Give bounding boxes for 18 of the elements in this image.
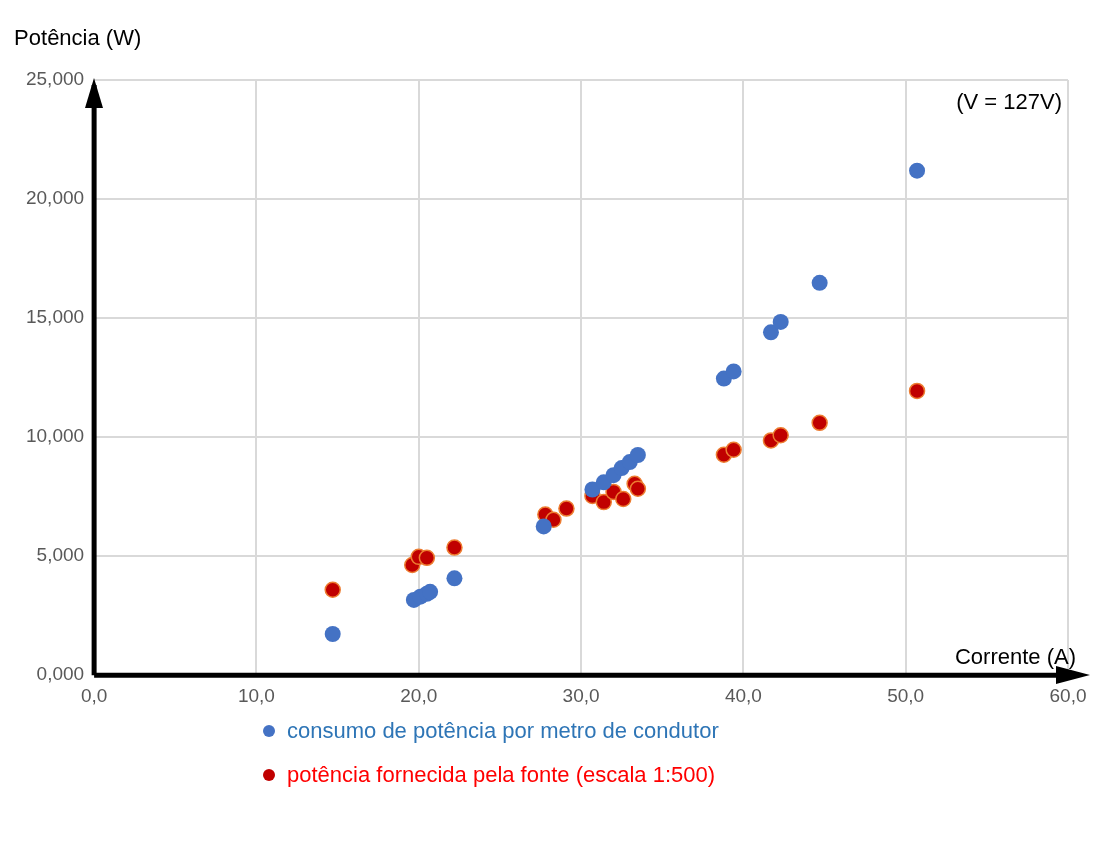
y-tick-label: 20,000 [25, 187, 85, 209]
x-tick-label: 0,0 [80, 684, 108, 706]
y-tick-label: 0,000 [36, 663, 85, 685]
legend-label: consumo de potência por metro de condutor [287, 718, 719, 744]
x-tick-label: 50,0 [887, 684, 925, 706]
x-axis-title: Corrente (A) [954, 644, 1076, 670]
x-tick-label: 20,0 [400, 684, 438, 706]
y-tick-label: 5,000 [36, 544, 85, 566]
x-tick-label: 30,0 [562, 684, 600, 706]
annotation: (V = 127V) [956, 89, 1062, 115]
y-tick-label: 25,000 [25, 68, 85, 90]
x-tick-label: 60,0 [1049, 684, 1087, 706]
x-tick-label: 10,0 [237, 684, 275, 706]
y-axis-title: Potência (W) [14, 25, 142, 51]
x-tick-label: 40,0 [724, 684, 762, 706]
y-tick-label: 15,000 [25, 306, 85, 328]
y-tick-label: 10,000 [25, 425, 85, 447]
legend-label: potência fornecida pela fonte (escala 1:500) [287, 762, 716, 788]
